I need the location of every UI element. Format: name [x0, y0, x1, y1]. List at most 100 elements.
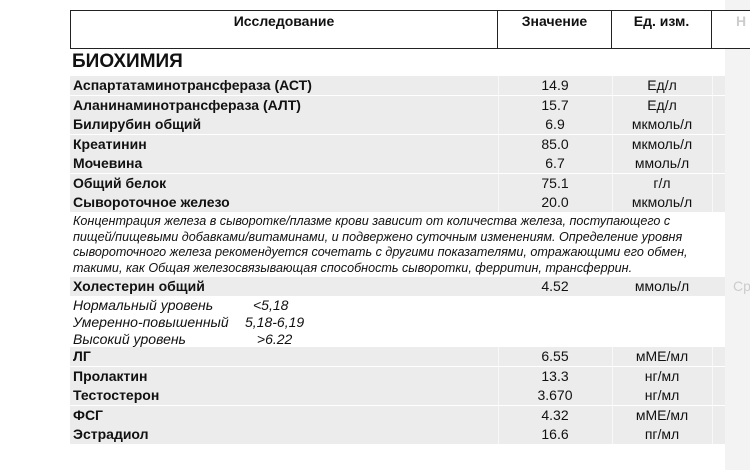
row-value: 75.1 [541, 174, 569, 191]
column-divider [498, 95, 499, 115]
column-divider [712, 134, 713, 154]
row-value: 6.7 [545, 155, 565, 171]
column-divider [498, 366, 499, 386]
level-label: Высокий уровень [73, 331, 186, 347]
table-row: Мочевина 6.7 ммоль/л [70, 154, 725, 173]
row-unit: пг/мл [644, 426, 680, 442]
column-divider [612, 366, 613, 386]
header-name: Исследование [70, 11, 498, 48]
row-value: 4.32 [541, 406, 569, 423]
level-value: 5,18-6,19 [245, 314, 305, 330]
table-row: Эстрадиол 16.6 пг/мл [70, 425, 725, 444]
row-value: 15.7 [541, 96, 569, 113]
section-title: БИОХИМИЯ [72, 51, 183, 72]
row-unit: мкмоль/л [631, 116, 693, 132]
table-row: Креатинин 85.0 мкмоль/л [70, 134, 725, 154]
column-divider [612, 425, 613, 444]
column-divider [712, 76, 713, 95]
table-row: Сывороточное железо 20.0 мкмоль/л [70, 193, 725, 212]
row-value: 85.0 [541, 135, 569, 152]
row-value: 16.6 [541, 426, 569, 442]
column-divider [498, 154, 499, 173]
column-divider [612, 115, 613, 134]
column-divider [712, 386, 713, 405]
cholesterol-levels: Нормальный уровень <5,18 Умеренно-повышен… [73, 297, 304, 348]
row-name: ЛГ [73, 348, 91, 364]
row-value: 4.52 [541, 278, 569, 294]
column-divider [612, 76, 613, 95]
row-name: Эстрадиол [73, 426, 149, 442]
row-value: 20.0 [541, 194, 569, 210]
column-divider [498, 134, 499, 154]
row-name: Общий белок [73, 174, 167, 191]
level-item: Высокий уровень >6.22 [73, 331, 304, 348]
row-unit: г/л [653, 174, 671, 191]
column-divider [712, 347, 713, 366]
table-row: Аланинаминотрансфераза (АЛТ) 15.7 Ед/л [70, 95, 725, 115]
row-unit: Ед/л [647, 96, 677, 113]
column-divider [612, 134, 613, 154]
note-line: Концентрация железа в сыворотке/плазме к… [73, 214, 671, 228]
header-value: Значение [498, 11, 612, 48]
table-row: ФСГ 4.32 мМЕ/мл [70, 405, 725, 425]
row-value: 14.9 [541, 77, 569, 93]
row-unit: нг/мл [644, 367, 680, 384]
column-divider [712, 115, 713, 134]
row-name: Сывороточное железо [73, 194, 230, 210]
column-divider [612, 193, 613, 212]
table-row: Билирубин общий 6.9 мкмоль/л [70, 115, 725, 134]
note-line: такими, как Общая железосвязывающая спос… [73, 260, 633, 275]
column-divider [498, 386, 499, 405]
level-value: <5,18 [253, 297, 289, 313]
note-line: сывороточного железа рекомендуется сочет… [73, 245, 688, 259]
table-header: Исследование Значение Ед. изм. Н [70, 10, 750, 49]
row-name: Креатинин [73, 135, 147, 152]
row-name: ФСГ [73, 406, 103, 423]
level-label: Умеренно-повышенный [73, 314, 229, 330]
row-value: 13.3 [541, 367, 569, 384]
row-unit: ммоль/л [634, 278, 690, 294]
row-name: Холестерин общий [73, 278, 205, 294]
iron-note: Концентрация железа в сыворотке/плазме к… [73, 214, 750, 276]
column-divider [712, 425, 713, 444]
column-divider [612, 405, 613, 425]
row-unit: ммоль/л [634, 155, 690, 171]
table-row-cholesterol: Холестерин общий 4.52 ммоль/л [70, 277, 725, 296]
column-divider [498, 76, 499, 95]
row-name: Мочевина [73, 155, 143, 171]
column-divider [612, 173, 613, 193]
column-divider [712, 366, 713, 386]
row-unit: Ед/л [647, 77, 677, 93]
column-divider [712, 95, 713, 115]
level-value: >6.22 [253, 331, 293, 347]
table-row: Тестостерон 3.670 нг/мл [70, 386, 725, 405]
column-divider [712, 154, 713, 173]
column-divider [712, 193, 713, 212]
column-divider [498, 193, 499, 212]
row-unit: мкмоль/л [631, 135, 693, 152]
header-next: Н [736, 13, 747, 29]
row-name: Билирубин общий [73, 116, 202, 132]
column-divider [612, 347, 613, 366]
column-divider [612, 95, 613, 115]
note-line: пищей/пищевыми добавками/витаминами, и п… [73, 229, 683, 244]
header-unit: Ед. изм. [612, 11, 712, 48]
column-divider [498, 405, 499, 425]
level-item: Умеренно-повышенный 5,18-6,19 [73, 314, 304, 331]
column-divider [612, 386, 613, 405]
row-unit: мМЕ/мл [635, 348, 689, 364]
table-row: Общий белок 75.1 г/л [70, 173, 725, 193]
row-unit: нг/мл [644, 387, 680, 403]
row-unit: мкмоль/л [631, 194, 693, 210]
table-row: Пролактин 13.3 нг/мл [70, 366, 725, 386]
row-unit: мМЕ/мл [635, 406, 689, 423]
row-value: 6.9 [545, 116, 565, 132]
column-divider [498, 425, 499, 444]
row-name: Пролактин [73, 367, 148, 384]
column-divider [498, 115, 499, 134]
row-name: Тестостерон [73, 387, 160, 403]
row-name: Аспартатаминотрансфераза (АСТ) [73, 77, 312, 93]
column-divider [612, 154, 613, 173]
row-name: Аланинаминотрансфераза (АЛТ) [73, 96, 301, 113]
table-row: Аспартатаминотрансфераза (АСТ) 14.9 Ед/л [70, 76, 725, 95]
